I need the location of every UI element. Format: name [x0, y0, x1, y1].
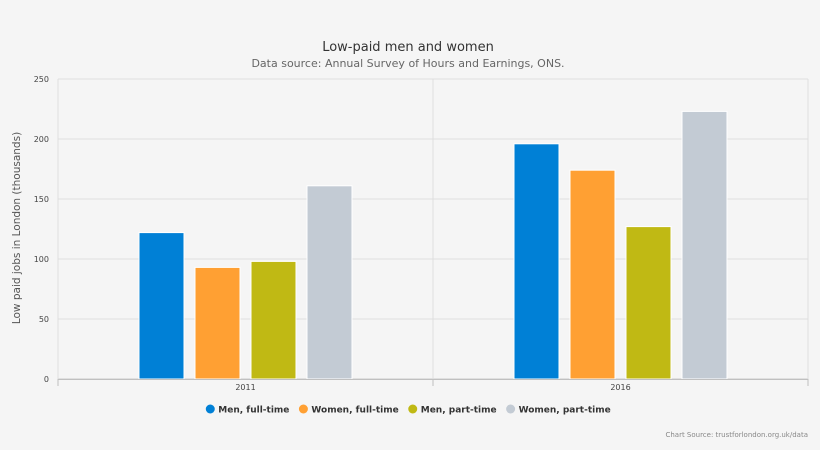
- x-tick-label: 2011: [235, 383, 255, 392]
- legend-label: Men, part-time: [421, 406, 497, 416]
- bar[interactable]: [625, 226, 672, 380]
- legend-label: Women, part-time: [519, 406, 611, 416]
- legend-item[interactable]: Men, part-time: [408, 404, 497, 416]
- y-tick-label: 100: [34, 255, 49, 264]
- legend-item[interactable]: Men, full-time: [205, 404, 290, 416]
- legend-item[interactable]: Women, full-time: [298, 404, 399, 416]
- y-tick-label: 0: [44, 375, 49, 384]
- legend-marker: [298, 404, 308, 414]
- legend-label: Men, full-time: [218, 406, 289, 416]
- x-tick-label: 2016: [610, 383, 630, 392]
- bars: [138, 110, 728, 380]
- y-axis-ticks: 0 50 100 150 200 250: [34, 75, 49, 384]
- chart-subtitle: Data source: Annual Survey of Hours and …: [251, 57, 564, 70]
- bar[interactable]: [138, 232, 185, 380]
- legend-label: Women, full-time: [311, 406, 398, 416]
- chart-credits[interactable]: Chart Source: trustforlondon.org.uk/data: [665, 431, 808, 439]
- y-tick-label: 200: [34, 135, 49, 144]
- chart-title: Low-paid men and women: [322, 40, 494, 55]
- y-tick-label: 50: [39, 315, 49, 324]
- legend-marker: [205, 404, 215, 414]
- bar[interactable]: [569, 169, 616, 380]
- bar[interactable]: [194, 266, 241, 380]
- x-axis: 2011 2016: [57, 379, 809, 392]
- y-tick-label: 250: [34, 75, 49, 84]
- y-tick-label: 150: [34, 195, 49, 204]
- legend: Men, full-time Women, full-time Men, part-…: [205, 404, 611, 416]
- bar[interactable]: [250, 260, 297, 380]
- y-axis-label: Low paid jobs in London (thousands): [11, 132, 23, 324]
- bar[interactable]: [306, 185, 353, 380]
- bar[interactable]: [513, 143, 560, 380]
- bar[interactable]: [681, 110, 728, 380]
- legend-marker: [506, 404, 516, 414]
- legend-item[interactable]: Women, part-time: [506, 404, 611, 416]
- legend-marker: [408, 404, 418, 414]
